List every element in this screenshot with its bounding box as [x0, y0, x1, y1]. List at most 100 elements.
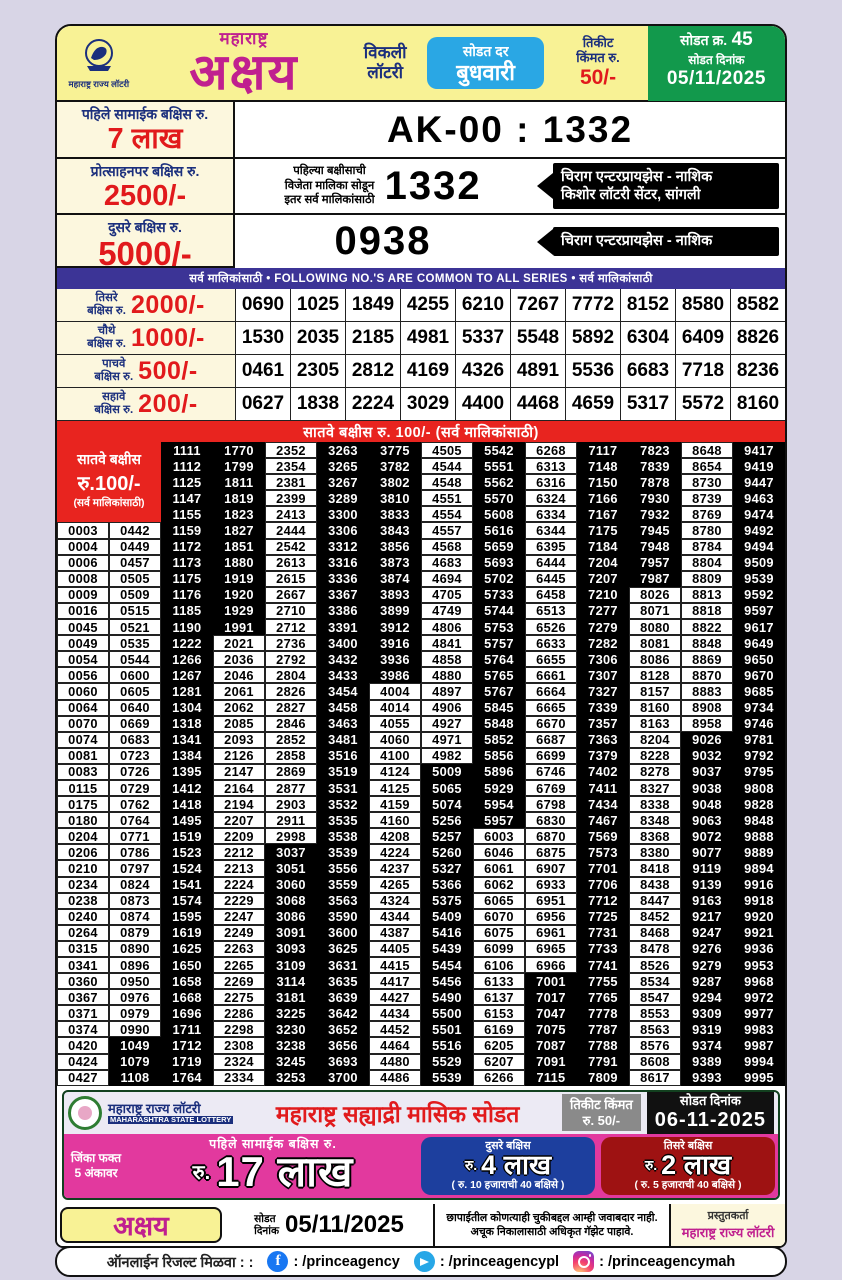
- lottery-number: 7823: [629, 442, 681, 459]
- lottery-number: 4683: [421, 554, 473, 571]
- lottery-number: 9247: [681, 924, 733, 941]
- lottery-number: 5260: [421, 844, 473, 861]
- lottery-number: 1764: [161, 1069, 213, 1086]
- lottery-number: 7402: [577, 763, 629, 780]
- lottery-number: 9921: [733, 924, 785, 941]
- lottery-number: 4694: [421, 570, 473, 587]
- consolation-label-cell: प्रोत्साहनपर बक्षिस रु. 2500/-: [57, 159, 235, 215]
- lottery-number: 4060: [369, 731, 421, 748]
- facebook-handle[interactable]: f : /princeagency: [267, 1251, 400, 1272]
- lottery-number: 0990: [109, 1021, 161, 1038]
- lottery-number: 8468: [629, 924, 681, 941]
- lottery-number: 0240: [57, 908, 109, 925]
- header: महाराष्ट्र राज्य लॉटरी महाराष्ट्र अक्षय …: [57, 25, 785, 102]
- lottery-number: 3336: [317, 570, 369, 587]
- lottery-number: 1827: [213, 522, 265, 539]
- lottery-number: 4544: [421, 458, 473, 475]
- lottery-number: 0180: [57, 812, 109, 829]
- prize-number-cell: 2035: [290, 322, 345, 354]
- lottery-number: 4480: [369, 1053, 421, 1070]
- lottery-number: 8418: [629, 860, 681, 877]
- lottery-number: 1696: [161, 1005, 213, 1022]
- lottery-number: 7791: [577, 1053, 629, 1070]
- lottery-number: 0427: [57, 1069, 109, 1086]
- lottery-number: 6334: [525, 506, 577, 523]
- lottery-number: 0045: [57, 619, 109, 636]
- lottery-number: 1049: [109, 1037, 161, 1054]
- lottery-number: 4906: [421, 699, 473, 716]
- lottery-number: 3916: [369, 635, 421, 652]
- lottery-number: 2998: [265, 828, 317, 845]
- prize-number-cell: 8160: [730, 388, 785, 420]
- lottery-number: 3531: [317, 779, 369, 797]
- lottery-number: 0764: [109, 812, 161, 829]
- lottery-number: 3454: [317, 683, 369, 700]
- lottery-number: 3656: [317, 1037, 369, 1054]
- lottery-number: 9119: [681, 860, 733, 877]
- lottery-number: 6798: [525, 796, 577, 813]
- first-prize-amount: 7 लाख: [107, 123, 183, 155]
- lottery-number: 5764: [473, 651, 525, 668]
- prize-number-cell: 4400: [455, 388, 510, 420]
- prize-number-cell: 2224: [345, 388, 400, 420]
- lottery-number: 4705: [421, 586, 473, 603]
- lottery-number: 4880: [421, 667, 473, 684]
- lottery-number: 1919: [213, 570, 265, 587]
- promo-box: महाराष्ट्र राज्य लॉटरी MAHARASHTRA STATE…: [62, 1089, 780, 1200]
- lottery-number: 0003: [57, 522, 109, 539]
- lottery-number: 7733: [577, 940, 629, 957]
- lottery-number: 0726: [109, 763, 161, 780]
- second-prize-amount: 5000/-: [98, 235, 192, 272]
- lottery-number: 0535: [109, 635, 161, 652]
- lottery-number: 6661: [525, 667, 577, 684]
- lottery-number: 6061: [473, 860, 525, 877]
- telegram-handle[interactable]: : /princeagencypl: [413, 1251, 559, 1272]
- lottery-number: 7765: [577, 989, 629, 1006]
- lottery-number: 0640: [109, 699, 161, 716]
- lottery-number: 1719: [161, 1053, 213, 1070]
- lottery-number: 8081: [629, 635, 681, 652]
- lottery-number: 6961: [525, 924, 577, 941]
- lottery-number: 1412: [161, 779, 213, 797]
- lottery-number: 3181: [265, 989, 317, 1006]
- lottery-number: 1668: [161, 989, 213, 1006]
- lottery-number: 1159: [161, 522, 213, 539]
- lottery-number: 5551: [473, 458, 525, 475]
- lottery-number: 6046: [473, 844, 525, 861]
- instagram-handle[interactable]: : /princeagencymah: [573, 1251, 735, 1272]
- lottery-number: 4208: [369, 828, 421, 845]
- lottery-number: 7930: [629, 490, 681, 507]
- lottery-number: 3693: [317, 1053, 369, 1070]
- prize-number-cell: 2305: [290, 355, 345, 387]
- lottery-number: 3386: [317, 602, 369, 620]
- lottery-number: 0729: [109, 779, 161, 797]
- lottery-number: 0896: [109, 957, 161, 974]
- lottery-number: 5416: [421, 924, 473, 941]
- lottery-number: 9048: [681, 796, 733, 813]
- prize-number-cell: 0627: [235, 388, 290, 420]
- lottery-number: 9920: [733, 908, 785, 925]
- prize-number-cell: 5548: [510, 322, 565, 354]
- lottery-number: 3538: [317, 828, 369, 845]
- lottery-number: 8204: [629, 731, 681, 748]
- lottery-number: 6324: [525, 490, 577, 507]
- second-prize-number: 0938: [334, 219, 432, 263]
- lottery-number: 2852: [265, 731, 317, 748]
- lottery-number: 0016: [57, 602, 109, 620]
- lottery-number: 9072: [681, 828, 733, 845]
- lottery-number: 2869: [265, 763, 317, 780]
- lottery-number: 8128: [629, 667, 681, 684]
- lottery-number: 1823: [213, 506, 265, 523]
- lottery-number: 6670: [525, 715, 577, 732]
- lottery-number: 0056: [57, 667, 109, 684]
- prize-number-cell: 8236: [730, 355, 785, 387]
- lottery-number: 8086: [629, 651, 681, 668]
- lottery-number: 1418: [161, 796, 213, 813]
- lottery-number: 4405: [369, 940, 421, 957]
- lottery-number: 3391: [317, 619, 369, 636]
- lottery-number: 4387: [369, 924, 421, 941]
- lottery-number: 5570: [473, 490, 525, 507]
- lottery-number: 8739: [681, 490, 733, 507]
- lottery-number: 4568: [421, 538, 473, 555]
- lottery-number: 9848: [733, 812, 785, 829]
